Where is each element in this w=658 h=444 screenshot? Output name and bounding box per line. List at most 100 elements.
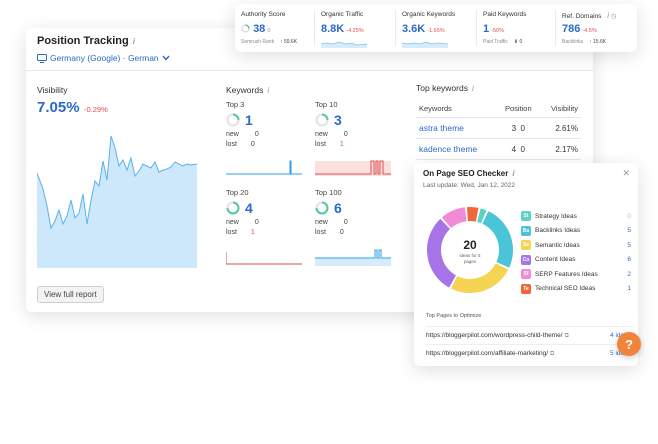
legend-label: Backlinks Ideas	[535, 227, 581, 235]
external-link-icon[interactable]: ⧉	[564, 333, 569, 339]
legend-count: 0	[627, 212, 631, 220]
keyword-link[interactable]: kadence theme	[416, 138, 498, 160]
keyword-block-top10[interactable]: Top 10 3 new 0 lost 1	[315, 100, 390, 148]
metric-label: Organic Keywords	[402, 11, 456, 18]
keyword-count: 4	[245, 200, 253, 216]
metric-organic-traffic[interactable]: Organic Traffic 8.8K -4.25%	[315, 4, 395, 52]
metric-sparkline	[402, 41, 448, 48]
ideas-donut-chart: 20 ideas for 5 pages	[427, 207, 513, 293]
ring-icon	[315, 113, 329, 127]
metric-label: Ref. Domains i ◷	[562, 11, 617, 20]
keyword-block-label: Top 100	[315, 188, 342, 197]
donut-segment-te[interactable]	[466, 207, 479, 222]
ring-icon	[226, 201, 240, 215]
keyword-count: 1	[245, 112, 253, 128]
info-icon[interactable]: i	[607, 11, 609, 20]
metric-value: 38 0	[241, 23, 270, 35]
top-keywords-label: Top keywords i	[416, 83, 474, 93]
help-button[interactable]: ?	[617, 332, 641, 356]
lost-label: lost	[315, 141, 326, 148]
donut-segment-sf[interactable]	[441, 207, 467, 229]
page-url[interactable]: https://bloggerpilot.com/affiliate-marke…	[426, 350, 555, 357]
new-label: new	[226, 219, 239, 226]
metric-label: Organic Traffic	[321, 11, 364, 18]
close-icon[interactable]: ✕	[622, 168, 630, 178]
top-pages-label: Top Pages to Optimize	[426, 313, 482, 319]
metric-paid-keywords[interactable]: Paid Keywords 1 -50% Paid Traffic ⬇ 0	[477, 4, 555, 52]
table-row: kadence theme 4 0 2.17%	[416, 138, 581, 160]
location-selector[interactable]: Germany (Google) · German	[37, 53, 170, 63]
lost-value: 1	[250, 229, 255, 236]
donut-segment-co[interactable]	[427, 218, 457, 288]
legend-label: SERP Features Ideas	[535, 270, 598, 278]
domain-metrics-card: Authority Score 38 0 Semrush Rank ↑ 59.6K …	[235, 4, 637, 52]
legend-count: 5	[627, 241, 631, 249]
info-icon[interactable]: i	[132, 37, 135, 46]
sparkline-top100	[315, 249, 391, 266]
visibility-change: -0.29%	[84, 105, 108, 114]
donut-segment-st[interactable]	[477, 208, 487, 224]
divider	[314, 10, 315, 46]
legend-item-content[interactable]: Co Content Ideas 6	[521, 253, 631, 268]
info-icon[interactable]: i	[267, 86, 270, 95]
legend-item-serp-features[interactable]: Sf SERP Features Ideas 2	[521, 267, 631, 282]
info-icon[interactable]: i	[471, 84, 474, 93]
keyword-link[interactable]: astra theme	[416, 117, 498, 139]
info-icon[interactable]: i	[512, 169, 515, 178]
keyword-block-label: Top 10	[315, 100, 338, 109]
metric-organic-keywords[interactable]: Organic Keywords 3.6K -1.65%	[396, 4, 476, 52]
last-update: Last update: Wed, Jan 12, 2022	[423, 182, 516, 189]
seo-checker-title[interactable]: On Page SEO Checker i	[423, 169, 515, 178]
position-tracking-title[interactable]: Position Tracking i	[37, 35, 135, 47]
metric-change: -4.25%	[346, 28, 364, 34]
page-url[interactable]: https://bloggerpilot.com/wordpress-child…	[426, 332, 569, 339]
metric-label: Paid Keywords	[483, 11, 527, 18]
position-cell: 3 0	[497, 117, 540, 139]
table-row: astra theme 3 0 2.61%	[416, 117, 581, 139]
divider	[395, 10, 396, 46]
sparkline-top3	[226, 160, 302, 175]
metric-footer: Backlinks ↑ 15.6K	[562, 39, 607, 45]
ring-icon	[226, 113, 240, 127]
view-full-report-button[interactable]: View full report	[37, 286, 104, 303]
ring-icon	[315, 201, 329, 215]
sparkline-top10	[315, 160, 391, 176]
keyword-block-top20[interactable]: Top 20 4 new 0 lost 1	[226, 188, 301, 236]
divider	[26, 70, 593, 71]
new-label: new	[226, 131, 239, 138]
keyword-block-label: Top 3	[226, 100, 245, 109]
location-label: Germany (Google) · German	[50, 53, 159, 63]
divider	[476, 10, 477, 46]
legend-item-strategy[interactable]: St Strategy Ideas 0	[521, 209, 631, 224]
legend-item-semantic[interactable]: Se Semantic Ideas 5	[521, 238, 631, 253]
metric-value: 8.8K -4.25%	[321, 23, 364, 35]
donut-segment-se[interactable]	[451, 262, 509, 293]
chevron-down-icon	[162, 55, 170, 61]
ideas-legend: St Strategy Ideas 0 Ba Backlinks Ideas 5…	[521, 209, 631, 296]
new-value: 0	[254, 131, 259, 138]
page-ideas-link[interactable]: 5 ideas	[610, 350, 631, 357]
top-page-row: https://bloggerpilot.com/wordpress-child…	[426, 326, 631, 340]
top-keywords-table: Keywords Position Visibility astra theme…	[416, 100, 581, 160]
lost-value: 0	[250, 141, 255, 148]
legend-item-backlinks[interactable]: Ba Backlinks Ideas 5	[521, 224, 631, 239]
keyword-block-top100[interactable]: Top 100 6 new 0 lost 0	[315, 188, 390, 236]
metric-ref-domains[interactable]: Ref. Domains i ◷ 786 -4.5% Backlinks ↑ 15.…	[556, 4, 637, 52]
keyword-block-top3[interactable]: Top 3 1 new 0 lost 0	[226, 100, 301, 148]
external-link-icon[interactable]: ⧉	[550, 351, 555, 357]
column-header[interactable]: Position	[497, 100, 540, 118]
lost-value: 0	[339, 229, 344, 236]
column-header[interactable]: Keywords	[416, 100, 498, 118]
metric-authority-score[interactable]: Authority Score 38 0 Semrush Rank ↑ 59.6K	[235, 4, 314, 52]
donut-segment-ba[interactable]	[482, 211, 513, 268]
column-header[interactable]: Visibility	[539, 100, 581, 118]
legend-item-technical-seo[interactable]: Te Technical SEO Ideas 1	[521, 282, 631, 297]
new-label: new	[315, 131, 328, 138]
seo-checker-card: On Page SEO Checker i ✕ Last update: Wed,…	[414, 163, 638, 366]
metric-value: 786 -4.5%	[562, 23, 597, 35]
monitor-icon	[37, 53, 47, 63]
metric-footer: Paid Traffic ⬇ 0	[483, 39, 523, 45]
legend-count: 1	[627, 285, 631, 293]
keywords-label: Keywords i	[226, 85, 270, 95]
keyword-count: 3	[334, 112, 342, 128]
